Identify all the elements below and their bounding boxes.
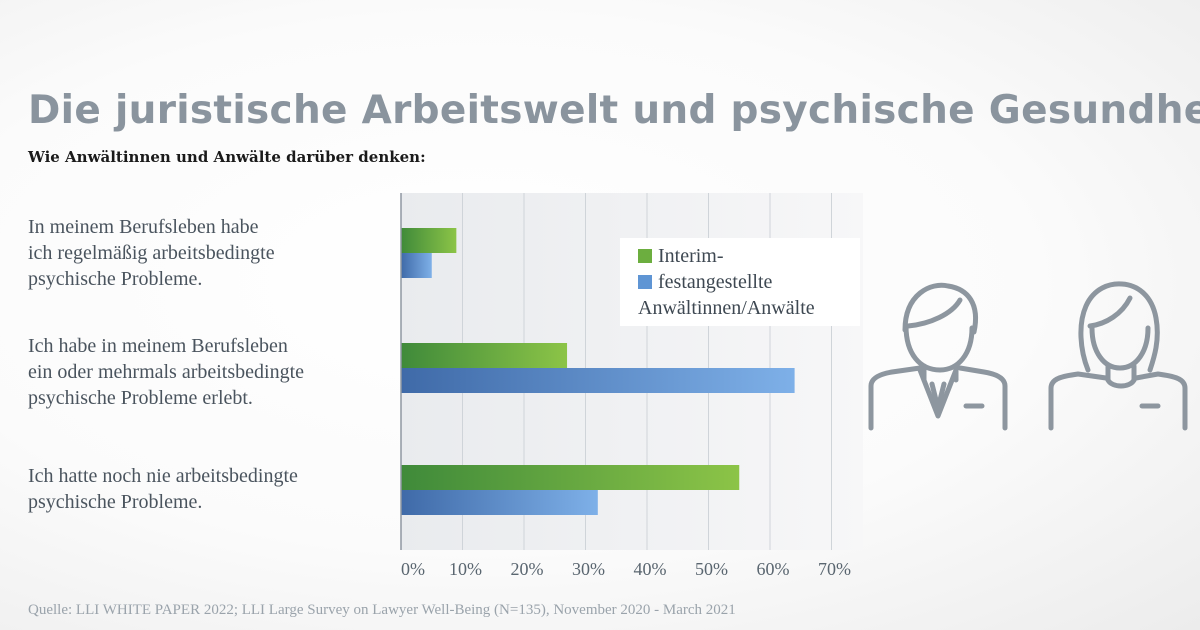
female-lawyer-icon [1048,281,1188,431]
x-tick-label: 10% [449,559,482,579]
legend-label-permanent: festangestellte [658,271,773,293]
category-label-2: Ich habe in meinem Berufsleben ein oder … [28,333,388,411]
source-note: Quelle: LLI WHITE PAPER 2022; LLI Large … [28,602,736,618]
category-label-3-line-2: psychische Probleme. [28,491,203,513]
category-label-3: Ich hatte noch nie arbeitsbedingte psych… [28,463,388,515]
category-label-2-line-3: psychische Probleme erlebt. [28,387,253,409]
bar-series2-category1 [401,253,432,278]
category-label-1-line-1: In meinem Berufsleben habe [28,216,259,238]
bar-series1-category2 [401,343,568,368]
legend-swatch-blue [638,275,652,289]
legend-item-interim: Interim- [638,243,860,269]
category-label-3-line-1: Ich hatte noch nie arbeitsbedingte [28,465,298,487]
bar-series2-category3 [401,490,598,515]
chart-title: Die juristische Arbeitswelt und psychisc… [28,88,1200,133]
x-tick-label: 40% [634,559,667,579]
legend-label-interim: Interim- [658,245,724,267]
x-tick-label: 60% [757,559,790,579]
x-tick-label: 50% [695,559,728,579]
legend: Interim- festangestellte Anwältinnen/Anw… [620,238,860,326]
category-label-1-line-2: ich regelmäßig arbeitsbedingte [28,242,275,264]
bar-series1-category3 [401,465,740,490]
category-label-2-line-2: ein oder mehrmals arbeitsbedingte [28,361,305,383]
x-tick-label: 70% [818,559,851,579]
legend-item-permanent: festangestellte [638,269,860,295]
category-label-2-line-1: Ich habe in meinem Berufsleben [28,335,288,357]
category-label-1: In meinem Berufsleben habe ich regelmäßi… [28,214,388,292]
legend-swatch-green [638,249,652,263]
x-tick-label: 20% [511,559,544,579]
x-tick-label: 30% [572,559,605,579]
x-tick-label: 0% [401,559,425,579]
chart-subtitle: Wie Anwältinnen und Anwälte darüber denk… [28,148,426,166]
category-label-1-line-3: psychische Probleme. [28,268,203,290]
bar-series1-category1 [401,228,457,253]
male-lawyer-icon [868,282,1008,431]
bar-series2-category2 [401,368,795,393]
legend-label-permanent-line-2: Anwältinnen/Anwälte [638,297,815,319]
